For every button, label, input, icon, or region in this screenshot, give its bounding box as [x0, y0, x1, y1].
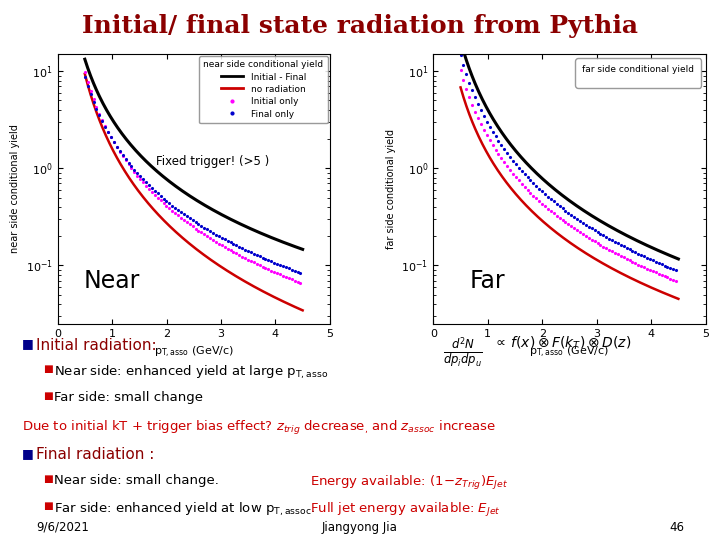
Text: 9/6/2021: 9/6/2021: [36, 521, 89, 534]
Y-axis label: near side conditional yield: near side conditional yield: [10, 125, 20, 253]
Text: Energy available: $(1\!-\!z_{Trig})E_{Jet}$: Energy available: $(1\!-\!z_{Trig})E_{Je…: [310, 474, 508, 492]
Text: Initial radiation:: Initial radiation:: [36, 338, 157, 353]
Text: Due to initial kT + trigger bias effect? $z_{trig}$ decrease$_{,}$ and $z_{assoc: Due to initial kT + trigger bias effect?…: [22, 419, 495, 437]
Text: ■: ■: [43, 391, 53, 401]
Text: ■: ■: [22, 338, 33, 350]
Text: Final radiation :: Final radiation :: [36, 447, 154, 462]
Text: Near: Near: [84, 269, 140, 293]
Text: Near side: small change.: Near side: small change.: [54, 474, 219, 487]
Text: Far side: small change: Far side: small change: [54, 391, 203, 404]
Legend: : [575, 58, 701, 88]
Text: ■: ■: [43, 501, 53, 511]
X-axis label: $\mathrm{p_{T,asso}}$ (GeV/c): $\mathrm{p_{T,asso}}$ (GeV/c): [529, 345, 610, 360]
X-axis label: $\mathrm{p_{T,asso}}$ (GeV/c): $\mathrm{p_{T,asso}}$ (GeV/c): [153, 345, 234, 360]
Text: Fixed trigger! (>5 ): Fixed trigger! (>5 ): [156, 156, 269, 168]
Text: Initial/ final state radiation from Pythia: Initial/ final state radiation from Pyth…: [82, 14, 638, 37]
Text: Near side: enhanced yield at large $\mathrm{p_{T,asso}}$: Near side: enhanced yield at large $\mat…: [54, 364, 328, 381]
Legend: Initial - Final, no radiation, Initial only, Final only: Initial - Final, no radiation, Initial o…: [199, 56, 328, 123]
Text: ■: ■: [22, 447, 33, 461]
Y-axis label: far side conditional yield: far side conditional yield: [386, 129, 396, 249]
Text: ■: ■: [43, 364, 53, 374]
Text: Far: Far: [470, 269, 505, 293]
Text: Full jet energy available: $E_{Jet}$: Full jet energy available: $E_{Jet}$: [310, 501, 500, 519]
Text: $\frac{d^2N}{dp_i dp_u}$: $\frac{d^2N}{dp_i dp_u}$: [443, 335, 482, 369]
Text: $\propto\, f(x) \otimes F(k_T) \otimes D(z)$: $\propto\, f(x) \otimes F(k_T) \otimes D…: [493, 335, 631, 352]
Text: ■: ■: [43, 474, 53, 484]
Text: Jiangyong Jia: Jiangyong Jia: [322, 521, 398, 534]
Text: 46: 46: [669, 521, 684, 534]
Text: Far side: enhanced yield at low $\mathrm{p_{T,assoc}}$.: Far side: enhanced yield at low $\mathrm…: [54, 501, 315, 518]
